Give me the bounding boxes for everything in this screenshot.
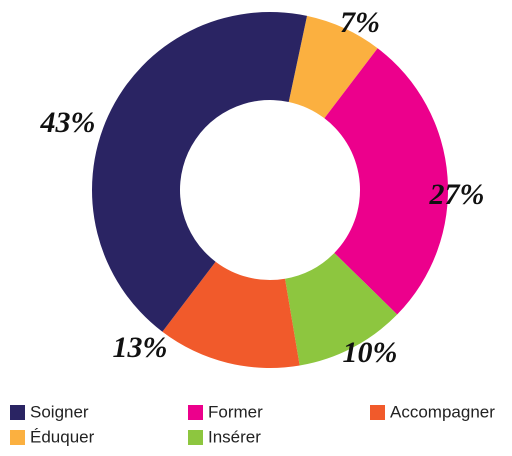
value-label: 10%	[343, 336, 398, 369]
value-label: 13%	[113, 331, 168, 364]
legend-label: Former	[208, 402, 263, 421]
legend-label: Insérer	[208, 427, 261, 446]
legend-swatch	[188, 405, 203, 420]
slice	[324, 48, 449, 315]
slice	[285, 252, 398, 366]
value-label: 43%	[40, 106, 96, 139]
slice	[162, 261, 300, 368]
legend-swatch	[188, 430, 203, 445]
legend-swatch	[10, 430, 25, 445]
legend-label: Éduquer	[30, 427, 95, 446]
legend-label: Accompagner	[390, 402, 495, 421]
legend-swatch	[10, 405, 25, 420]
slice	[288, 15, 378, 119]
legend-swatch	[370, 405, 385, 420]
value-label: 7%	[340, 6, 380, 39]
value-label: 27%	[429, 178, 485, 211]
legend-label: Soigner	[30, 402, 89, 421]
slice	[91, 11, 308, 332]
